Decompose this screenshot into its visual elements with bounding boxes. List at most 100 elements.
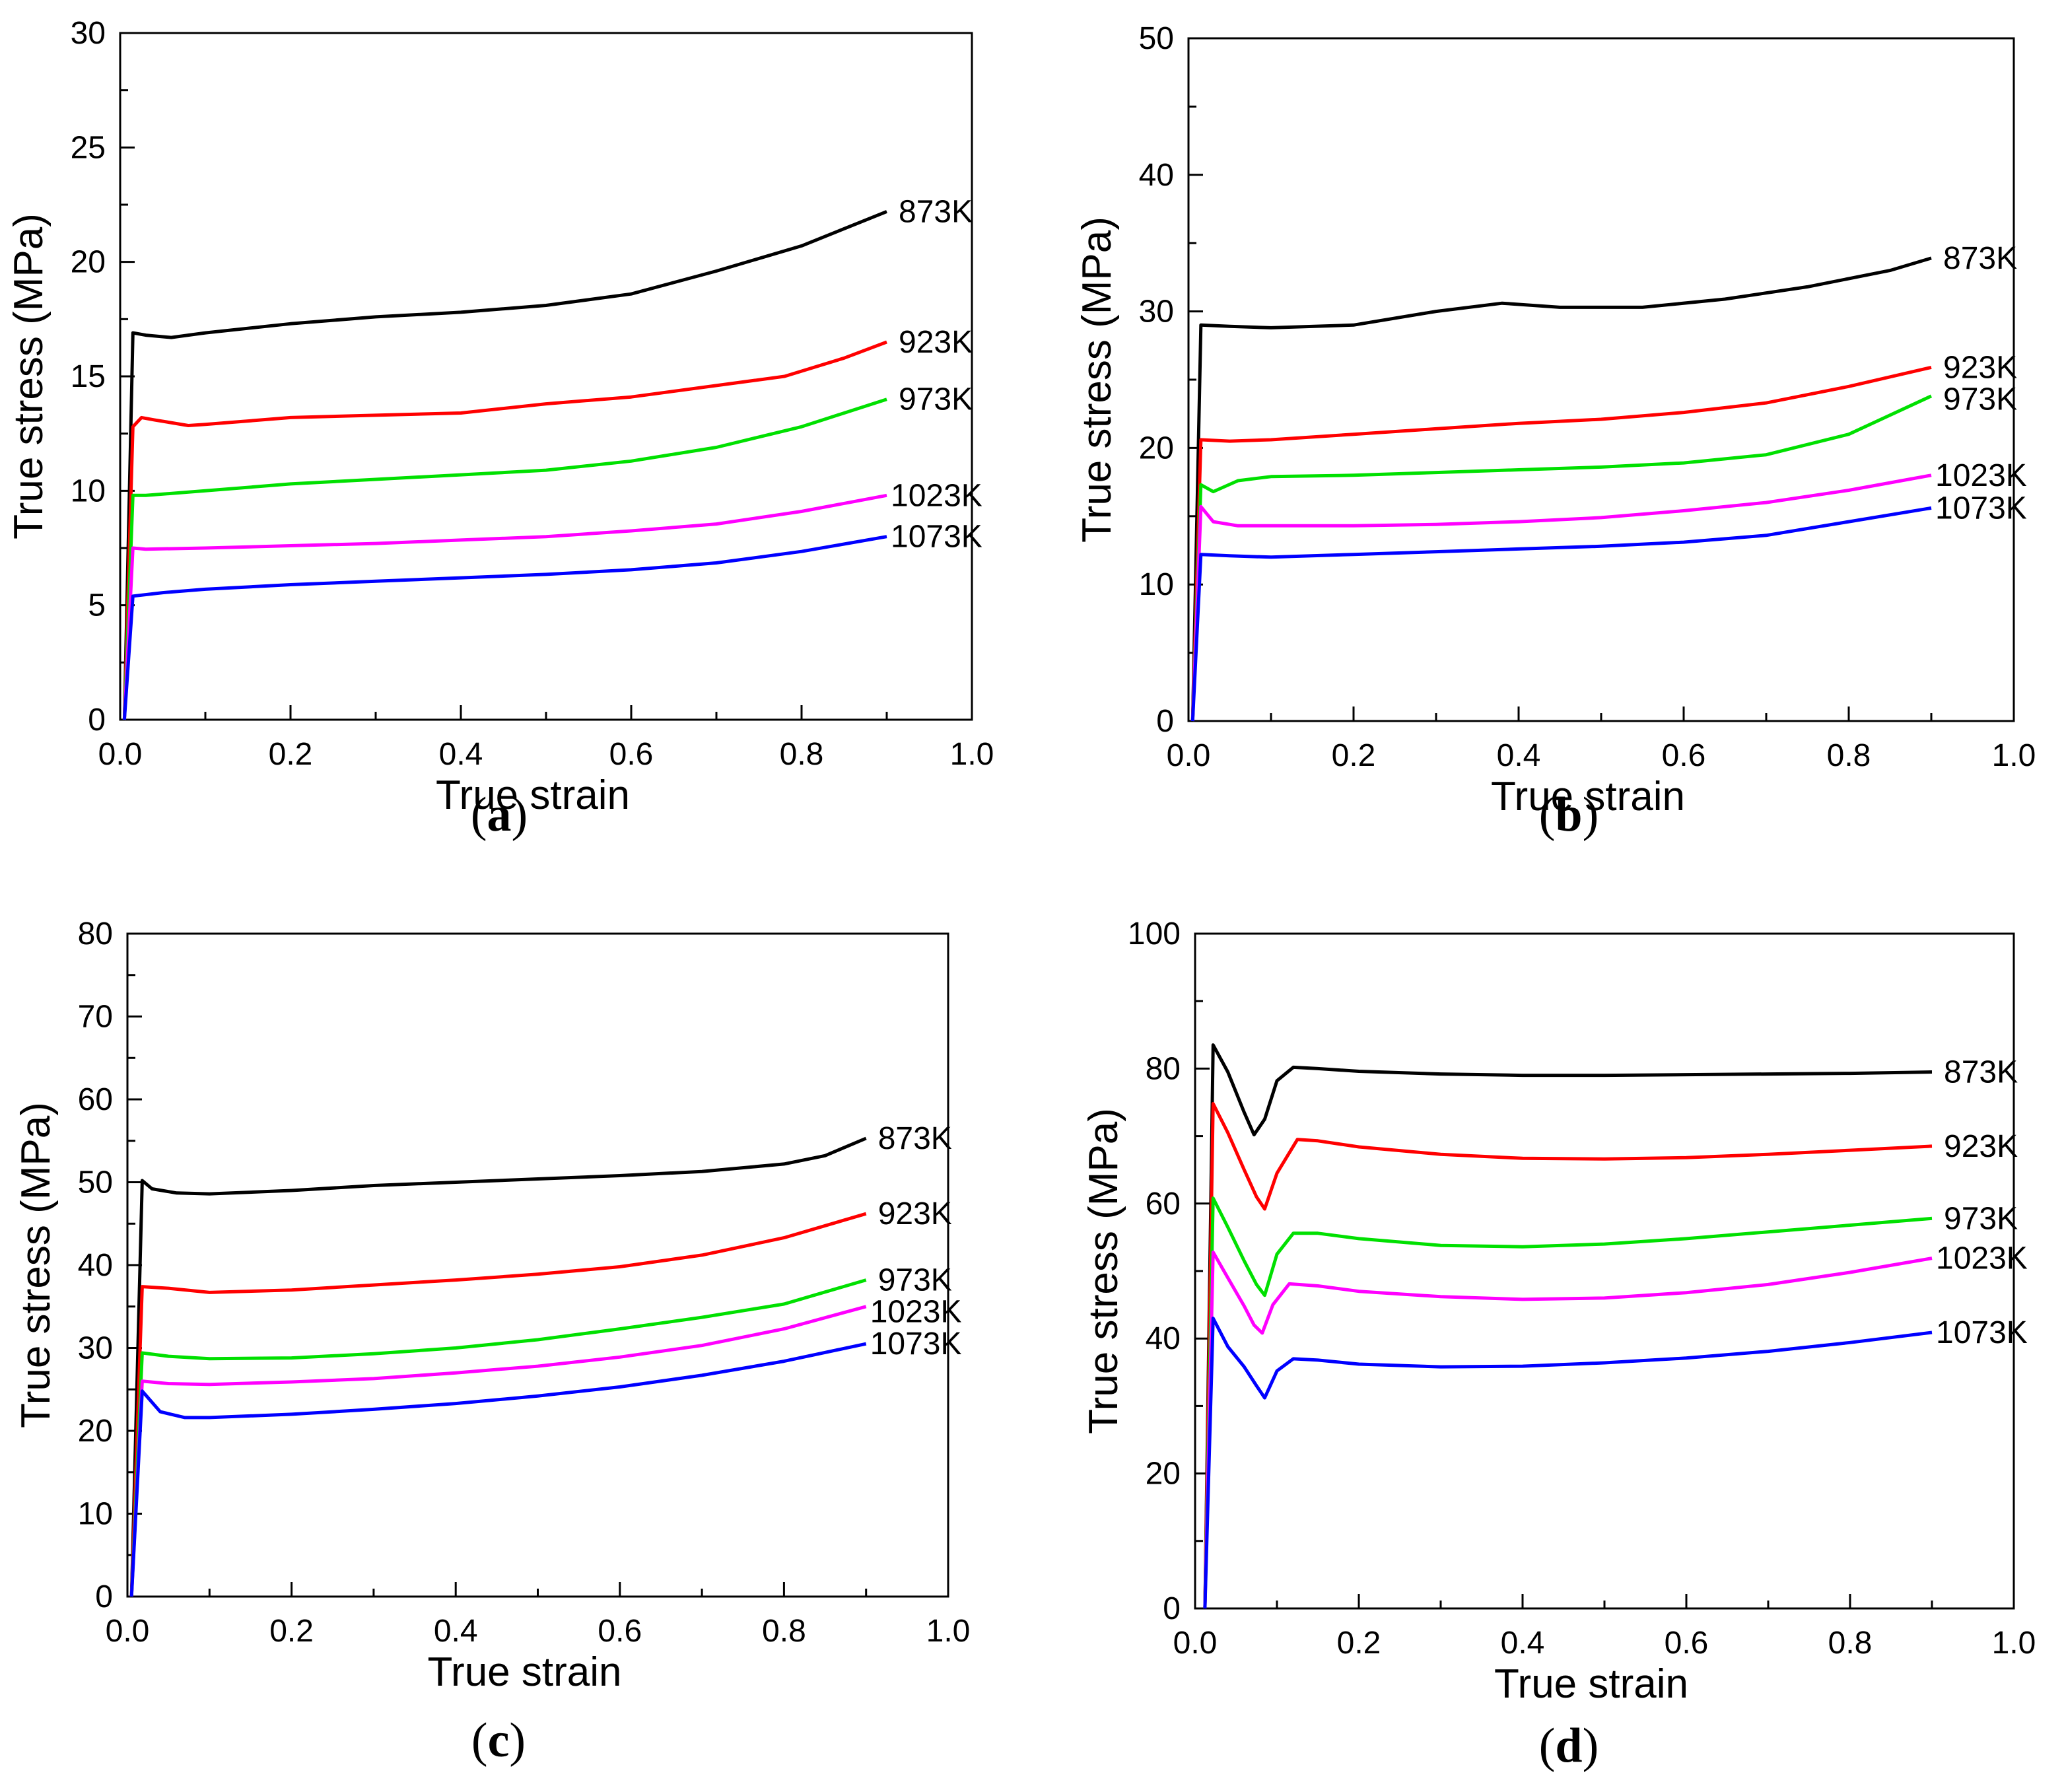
series-label: 873K: [899, 194, 973, 229]
y-axis-label: True stress (MPa): [13, 1102, 59, 1428]
x-tick-label: 0.2: [269, 737, 313, 772]
x-tick-label: 0.0: [1173, 1626, 1218, 1661]
chart-panel-b: 0.0 0.2 0.4 0.6 0.8 1.0 0 10 20 30 40 50 True strain…: [1074, 21, 2036, 842]
series-label: 873K: [1943, 241, 2017, 276]
y-axis-label: True stress (MPa): [1081, 1108, 1126, 1434]
series-line-1023K: [122, 493, 887, 720]
panel-caption: (d): [1539, 1719, 1599, 1773]
y-tick-label: 50: [1139, 21, 1174, 56]
series-label: 973K: [1943, 382, 2017, 417]
series-label: 1023K: [891, 478, 982, 513]
x-tick-label: 0.8: [1827, 738, 1871, 773]
y-tick-label: 60: [78, 1082, 113, 1117]
series-line-873K: [129, 1136, 867, 1597]
series-label: 1073K: [870, 1327, 962, 1361]
plot-frame: [1194, 932, 2015, 1610]
x-axis-label: True strain: [1491, 774, 1685, 819]
y-tick-label: 20: [78, 1414, 113, 1449]
series-line-923K: [129, 1212, 867, 1597]
series-line-923K: [1190, 365, 1932, 722]
plot-frame: [1187, 37, 2015, 722]
caption-letter: c: [488, 1713, 510, 1768]
y-tick-label: 15: [71, 359, 106, 394]
panel-caption: (c): [471, 1713, 526, 1768]
series-label: 1023K: [870, 1295, 962, 1330]
x-tick-label: 0.0: [98, 737, 143, 772]
x-tick-label: 0.0: [1167, 738, 1211, 773]
series-line-873K: [1190, 256, 1932, 722]
y-tick-label: 10: [1139, 567, 1174, 602]
y-tick-label: 10: [78, 1497, 113, 1532]
y-tick-label: 80: [78, 916, 113, 951]
y-tick-label: 60: [1146, 1187, 1181, 1222]
series-line-973K: [1190, 394, 1933, 722]
series-line-1023K: [1203, 1250, 1933, 1609]
series-line-973K: [1203, 1196, 1933, 1609]
caption-open-paren: (: [471, 788, 487, 842]
series-line-1073K: [129, 1342, 867, 1597]
series-label: 923K: [1944, 1129, 2018, 1164]
y-tick-label: 40: [1146, 1321, 1181, 1356]
x-axis-label: True strain: [427, 1649, 621, 1695]
plot-frame: [126, 932, 949, 1598]
series-label: 973K: [878, 1263, 952, 1298]
caption-close-paren: ): [509, 1713, 526, 1768]
series-label: 1023K: [1936, 1241, 2028, 1276]
y-axis-label: True stress (MPa): [1074, 217, 1120, 543]
series-line-1023K: [1190, 473, 1932, 722]
x-axis-label: True strain: [1494, 1661, 1688, 1707]
chart-panel-c: 0.0 0.2 0.4 0.6 0.8 1.0 0 10 20 30 40 50 60 70 80 True …: [13, 916, 970, 1768]
series-line-873K: [1203, 1043, 1933, 1609]
x-tick-label: 0.6: [1665, 1626, 1709, 1661]
caption-open-paren: (: [1539, 788, 1556, 842]
x-tick-label: 0.2: [269, 1614, 314, 1649]
series-label: 1073K: [1935, 491, 2027, 526]
x-tick-label: 0.0: [106, 1614, 150, 1649]
x-tick-label: 1.0: [950, 737, 994, 772]
x-tick-label: 0.2: [1337, 1626, 1381, 1661]
series-line-873K: [122, 210, 887, 720]
series-label: 1073K: [891, 520, 982, 555]
y-tick-label: 0: [88, 703, 106, 738]
series-label: 973K: [899, 382, 973, 417]
y-tick-label: 20: [1146, 1457, 1181, 1492]
x-tick-label: 0.8: [780, 737, 824, 772]
series-line-923K: [1203, 1102, 1933, 1609]
chart-panel-a: 0.0 0.2 0.4 0.6 0.8 1.0 0 5 10 15 20 25 30 True strai…: [6, 16, 994, 842]
caption-open-paren: (: [1539, 1719, 1556, 1773]
y-tick-label: 40: [1139, 158, 1174, 193]
caption-letter: b: [1555, 788, 1582, 842]
x-tick-label: 0.6: [609, 737, 654, 772]
x-tick-label: 0.2: [1332, 738, 1376, 773]
series-label: 973K: [1944, 1201, 2018, 1236]
y-tick-label: 100: [1128, 916, 1181, 951]
panel-caption: (a): [471, 788, 528, 842]
x-tick-label: 0.4: [1497, 738, 1541, 773]
y-tick-label: 30: [1139, 294, 1174, 329]
plot-frame: [119, 32, 973, 721]
y-tick-label: 80: [1146, 1051, 1181, 1086]
series-line-1073K: [1190, 506, 1932, 722]
series-label: 923K: [878, 1196, 952, 1231]
x-tick-label: 0.6: [598, 1614, 642, 1649]
series-line-1073K: [122, 535, 887, 720]
x-tick-label: 0.8: [1828, 1626, 1873, 1661]
chart-panel-d: 0.0 0.2 0.4 0.6 0.8 1.0 0 20 40 60 80 100 True strai…: [1081, 916, 2036, 1773]
series-label: 1023K: [1935, 458, 2027, 493]
y-tick-label: 0: [1163, 1591, 1181, 1626]
series-line-1023K: [129, 1305, 867, 1597]
series-line-923K: [122, 340, 887, 720]
y-tick-label: 30: [78, 1331, 113, 1366]
y-tick-label: 30: [71, 16, 106, 51]
x-tick-label: 0.6: [1662, 738, 1706, 773]
panel-caption: (b): [1539, 788, 1599, 842]
series-label: 873K: [878, 1121, 952, 1156]
series-label: 1073K: [1936, 1315, 2028, 1350]
series-label: 923K: [1943, 350, 2017, 385]
x-tick-label: 0.4: [1501, 1626, 1545, 1661]
y-tick-label: 5: [88, 588, 106, 623]
y-tick-label: 70: [78, 1000, 113, 1035]
x-tick-label: 0.4: [434, 1614, 478, 1649]
series-line-1073K: [1203, 1317, 1933, 1609]
